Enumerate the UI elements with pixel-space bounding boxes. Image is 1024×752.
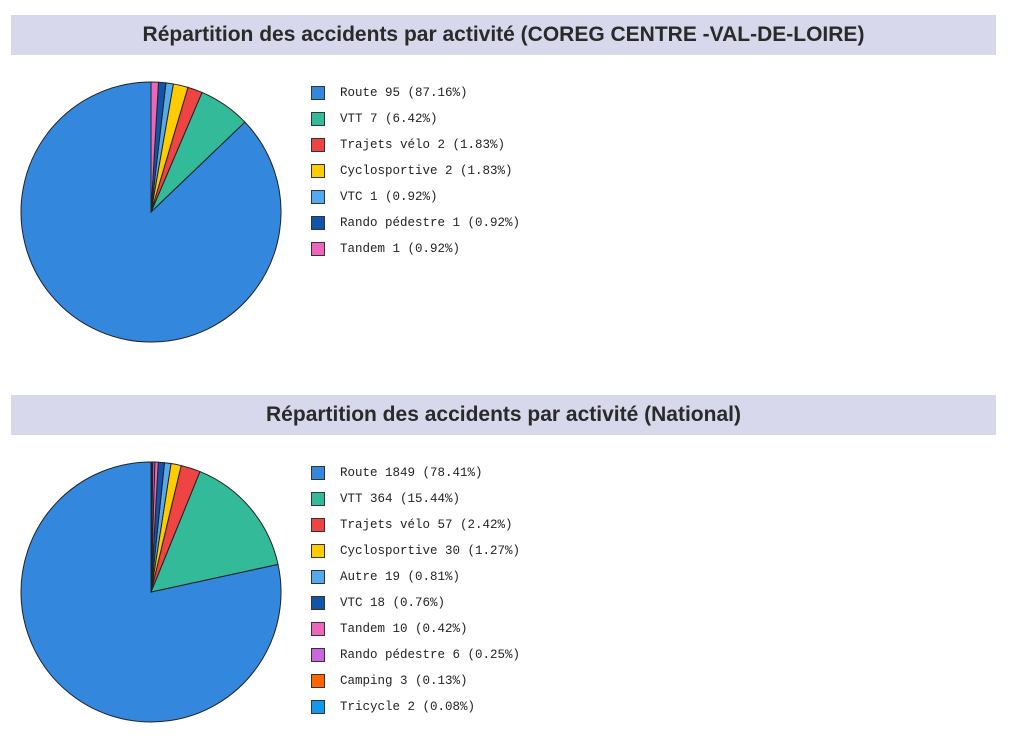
legend-swatch	[311, 596, 325, 610]
pie-slice-route	[20, 461, 282, 723]
legend-swatch	[311, 570, 325, 584]
pie-chart	[20, 81, 282, 343]
legend-label: Route 1849 (78.41%)	[340, 466, 483, 480]
legend-label: Trajets vélo 2 (1.83%)	[340, 138, 506, 152]
legend-swatch	[311, 700, 325, 714]
legend-swatch	[311, 164, 325, 178]
legend-item: Trajets vélo 57 (2.42%)	[308, 512, 520, 538]
legend-swatch	[311, 466, 325, 480]
pie-slice-tandem	[150, 81, 160, 213]
legend-label: Trajets vélo 57 (2.42%)	[340, 518, 513, 532]
chart-title-bar: Répartition des accidents par activité (…	[11, 395, 996, 435]
pie-slice-vtt	[150, 470, 279, 593]
legend-swatch	[311, 112, 325, 126]
legend-label: Rando pédestre 6 (0.25%)	[340, 648, 521, 662]
legend-label: VTC 18 (0.76%)	[340, 596, 446, 610]
legend-label: Cyclosportive 30 (1.27%)	[340, 544, 521, 558]
legend-swatch	[311, 648, 325, 662]
legend-item: VTT 364 (15.44%)	[308, 486, 520, 512]
legend-swatch	[311, 518, 325, 532]
legend-swatch	[311, 190, 325, 204]
pie-slice-tricycle	[150, 461, 153, 593]
legend-item: VTT 7 (6.42%)	[308, 106, 520, 132]
legend-item: Tandem 10 (0.42%)	[308, 616, 520, 642]
legend-swatch	[311, 216, 325, 230]
pie-chart	[20, 461, 282, 723]
legend-item: Route 1849 (78.41%)	[308, 460, 520, 486]
legend-item: Trajets vélo 2 (1.83%)	[308, 132, 520, 158]
legend-label: Cyclosportive 2 (1.83%)	[340, 164, 513, 178]
legend-swatch	[311, 674, 325, 688]
legend-label: VTT 364 (15.44%)	[340, 492, 461, 506]
legend-item: Rando pédestre 6 (0.25%)	[308, 642, 520, 668]
legend-swatch	[311, 138, 325, 152]
legend-label: Tricycle 2 (0.08%)	[340, 700, 476, 714]
chart-legend: Route 95 (87.16%) VTT 7 (6.42%) Trajets vé…	[308, 80, 520, 262]
legend-item: Autre 19 (0.81%)	[308, 564, 520, 590]
legend-label: Route 95 (87.16%)	[340, 86, 468, 100]
legend-item: VTC 18 (0.76%)	[308, 590, 520, 616]
legend-label: Tandem 10 (0.42%)	[340, 622, 468, 636]
legend-swatch	[311, 622, 325, 636]
legend-item: Camping 3 (0.13%)	[308, 668, 520, 694]
legend-item: Tricycle 2 (0.08%)	[308, 694, 520, 720]
legend-label: VTC 1 (0.92%)	[340, 190, 438, 204]
legend-label: Rando pédestre 1 (0.92%)	[340, 216, 521, 230]
legend-item: Tandem 1 (0.92%)	[308, 236, 520, 262]
legend-swatch	[311, 86, 325, 100]
legend-swatch	[311, 544, 325, 558]
legend-label: Camping 3 (0.13%)	[340, 674, 468, 688]
chart-title-bar: Répartition des accidents par activité (…	[11, 15, 996, 55]
legend-item: VTC 1 (0.92%)	[308, 184, 520, 210]
legend-item: Cyclosportive 30 (1.27%)	[308, 538, 520, 564]
legend-swatch	[311, 242, 325, 256]
chart-title: Répartition des accidents par activité (…	[266, 403, 741, 426]
chart-title: Répartition des accidents par activité (…	[142, 23, 865, 46]
legend-label: VTT 7 (6.42%)	[340, 112, 438, 126]
legend-item: Route 95 (87.16%)	[308, 80, 520, 106]
legend-swatch	[311, 492, 325, 506]
legend-label: Tandem 1 (0.92%)	[340, 242, 461, 256]
legend-item: Rando pédestre 1 (0.92%)	[308, 210, 520, 236]
chart-legend: Route 1849 (78.41%) VTT 364 (15.44%) Traje…	[308, 460, 520, 720]
legend-label: Autre 19 (0.81%)	[340, 570, 461, 584]
legend-item: Cyclosportive 2 (1.83%)	[308, 158, 520, 184]
